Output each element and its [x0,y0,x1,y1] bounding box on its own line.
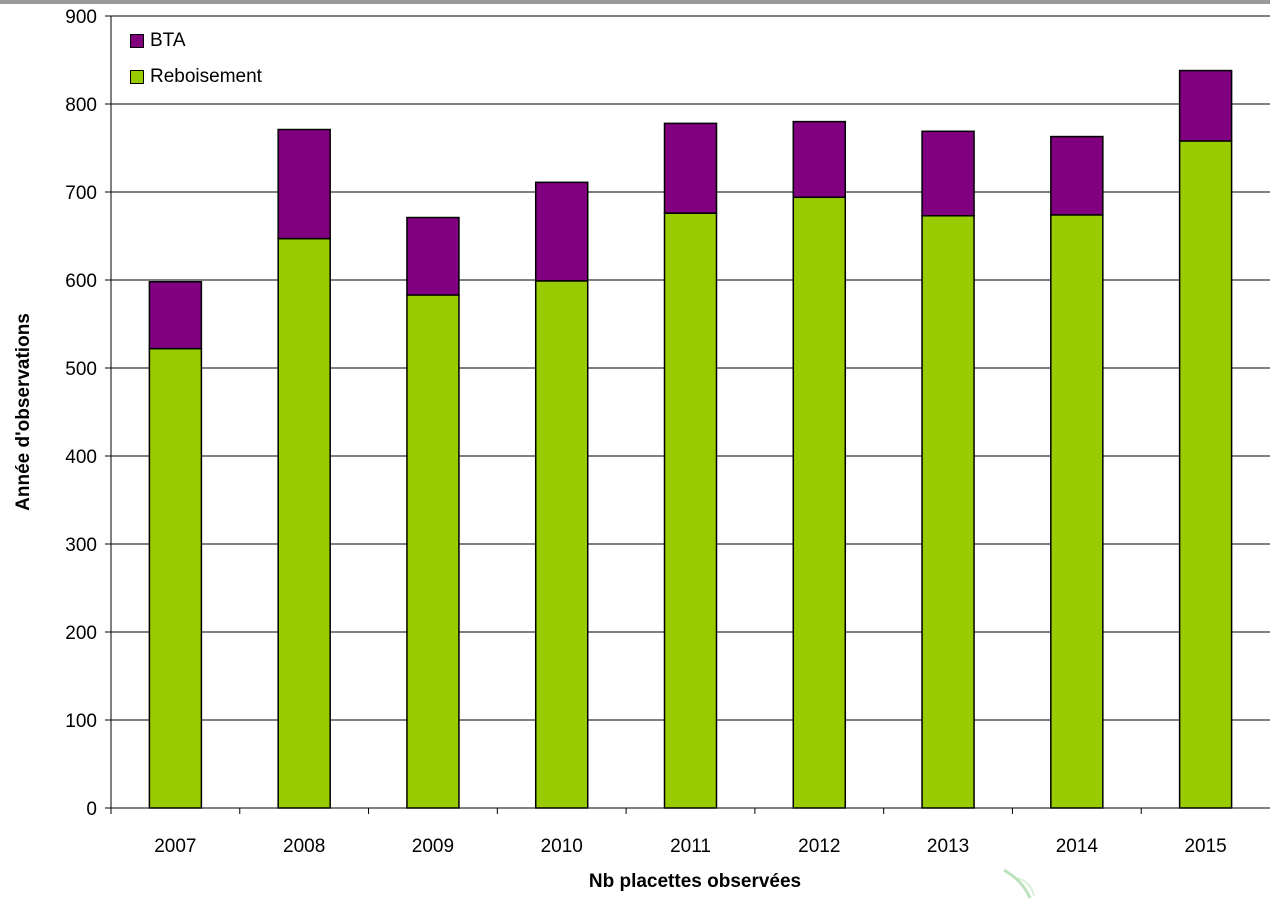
bar-bta-2014 [1050,135,1104,216]
legend-label-reboisement: Reboisement [150,66,262,87]
legend-label-bta: BTA [150,30,186,51]
y-tick-label: 400 [65,447,97,468]
x-axis-title: Nb placettes observées [589,871,801,892]
y-tick-label: 0 [86,799,97,820]
bar-reboisement-2013 [921,215,975,809]
legend-item-bta: BTA [130,28,262,54]
bar-bta-2010 [534,181,589,282]
legend-swatch-reboisement [130,70,144,84]
bar-reboisement-2015 [1178,140,1233,809]
x-tick-label: 2007 [154,836,196,857]
bar-reboisement-2008 [277,237,331,809]
x-tick-label: 2014 [1056,836,1099,857]
bars [148,69,1233,809]
y-tick-label: 100 [65,711,97,732]
legend: BTA Reboisement [130,28,262,100]
x-tick-labels: 2007 2008 2009 2010 2011 2012 2013 2014 2015 [154,836,1227,857]
y-tick-label: 200 [65,623,97,644]
bar-bta-2007 [148,281,203,350]
y-tick-label: 700 [65,183,97,204]
x-tick-label: 2015 [1184,836,1226,857]
legend-swatch-bta [130,34,144,48]
bar-reboisement-2007 [148,347,203,809]
y-tick-label: 600 [65,271,97,292]
bar-reboisement-2011 [663,212,718,809]
bar-bta-2015 [1178,69,1233,142]
bar-bta-2012 [792,120,847,199]
bar-bta-2008 [277,128,331,240]
y-axis-title: Année d'observations [13,313,34,511]
leaf-watermark-icon [1003,868,1035,899]
x-tick-label: 2013 [927,836,969,857]
bar-reboisement-2012 [792,196,847,809]
bar-reboisement-2009 [406,294,460,809]
bar-bta-2009 [406,216,460,296]
y-tick-labels: 0 100 200 300 400 500 600 700 800 900 [65,7,97,820]
bar-reboisement-2010 [534,280,589,809]
x-tick-label: 2008 [283,836,325,857]
top-border-line [0,0,1270,4]
y-tick-label: 500 [65,359,97,380]
axes [110,16,1270,814]
bar-bta-2013 [921,130,975,217]
bar-bta-2011 [663,122,718,214]
y-tick-label: 900 [65,7,97,28]
x-tick-label: 2011 [670,836,711,857]
x-tick-label: 2009 [412,836,454,857]
y-tick-label: 800 [65,95,97,116]
bar-reboisement-2014 [1050,214,1104,809]
y-tick-label: 300 [65,535,97,556]
x-tick-label: 2010 [541,836,583,857]
legend-item-reboisement: Reboisement [130,64,262,90]
x-tick-label: 2012 [798,836,840,857]
